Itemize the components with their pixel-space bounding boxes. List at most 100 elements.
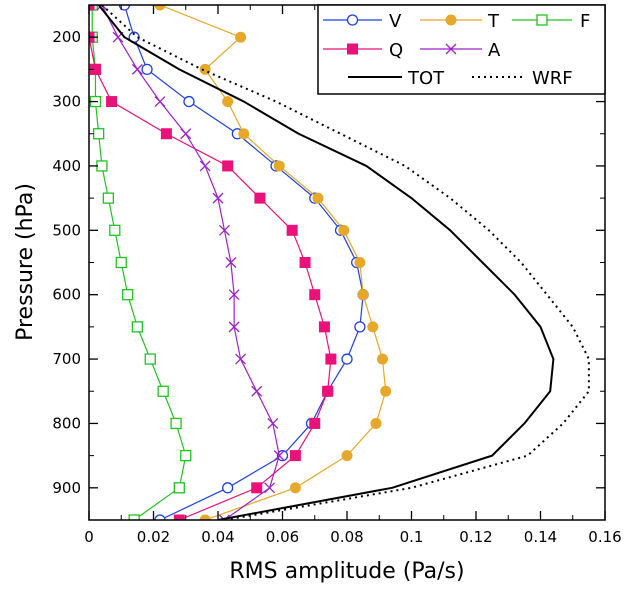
series-point-t xyxy=(235,31,247,43)
series-point-a xyxy=(218,514,230,520)
series-point-q xyxy=(309,417,321,429)
series-point-t xyxy=(238,128,250,140)
legend-label-wrf: WRF xyxy=(532,68,573,89)
series-point-q xyxy=(173,514,185,520)
series-point-v xyxy=(154,514,166,520)
series-point-a xyxy=(212,192,224,204)
series-point-t xyxy=(222,96,234,108)
series-point-a xyxy=(251,385,263,397)
series-point-v xyxy=(222,482,234,494)
series-point-t xyxy=(367,321,379,333)
y-tick-label: 200 xyxy=(52,28,81,46)
series-point-v xyxy=(276,449,289,462)
series-point-a xyxy=(235,353,247,365)
legend-marker-a xyxy=(445,43,457,55)
x-tick-label: 0.1 xyxy=(400,528,424,546)
legend-label-a: A xyxy=(488,40,501,61)
y-tick-label: 600 xyxy=(52,286,81,304)
x-tick-label: 0.02 xyxy=(137,528,170,546)
series-point-t xyxy=(376,353,388,365)
series-point-q xyxy=(286,224,298,236)
x-tick-label: 0.16 xyxy=(588,528,621,546)
series-tot xyxy=(97,5,555,520)
series-point-q xyxy=(309,289,321,301)
series-point-t xyxy=(312,192,324,204)
series-point-v xyxy=(118,5,131,11)
series-point-t xyxy=(370,417,382,429)
series-point-f xyxy=(173,482,185,494)
series-point-v xyxy=(183,95,195,108)
series-point-t xyxy=(354,257,366,268)
series-point-v xyxy=(341,353,353,365)
series-point-a xyxy=(131,63,143,75)
series-point-t xyxy=(289,482,301,494)
y-tick-label: 800 xyxy=(52,414,81,432)
series-point-v xyxy=(354,321,366,333)
series-point-q xyxy=(325,353,337,365)
series-point-a xyxy=(273,450,285,462)
legend-marker-q xyxy=(347,43,358,55)
series-point-a xyxy=(264,482,276,494)
series-point-f xyxy=(115,256,127,269)
series-point-t xyxy=(154,5,166,11)
series-point-a xyxy=(228,289,240,301)
series-point-f xyxy=(93,128,105,140)
legend-marker-f xyxy=(536,14,548,26)
series-point-f xyxy=(128,514,140,520)
series-point-t xyxy=(380,385,392,397)
y-tick-label: 400 xyxy=(52,157,81,175)
series-point-q xyxy=(254,192,266,204)
legend-label-v: V xyxy=(389,11,402,32)
series-v xyxy=(118,5,369,520)
series-point-t xyxy=(341,450,353,462)
x-axis-title: RMS amplitude (Pa/s) xyxy=(229,559,464,584)
x-tick-label: 0.06 xyxy=(266,528,299,546)
series-layer xyxy=(89,5,590,520)
legend-label-f: F xyxy=(580,11,590,32)
legend-item-t: T xyxy=(420,11,500,32)
series-point-q xyxy=(160,128,172,140)
series-point-a xyxy=(96,5,108,11)
series-point-f xyxy=(144,353,156,365)
legend-label-t: T xyxy=(487,11,500,32)
x-tick-label: 0.12 xyxy=(459,528,492,546)
series-point-q xyxy=(299,257,311,268)
y-tick-label: 300 xyxy=(52,93,81,111)
series-point-t xyxy=(338,224,350,236)
series-point-q xyxy=(289,450,301,462)
series-point-f xyxy=(131,321,144,333)
series-point-q xyxy=(322,385,334,397)
axis-layer: 0 0.02 0.04 0.06 0.08 0.1 0.12 0.14 0.16 200 300 40… xyxy=(52,5,622,546)
y-tick-label: 500 xyxy=(52,221,81,239)
series-point-a xyxy=(225,257,237,268)
series-point-a xyxy=(199,160,211,172)
series-point-v xyxy=(141,63,153,76)
series-point-q xyxy=(318,321,330,333)
series-line-tot xyxy=(97,5,555,520)
x-tick-label: 0.08 xyxy=(330,528,363,546)
series-point-q xyxy=(89,5,95,11)
series-point-q xyxy=(222,160,234,172)
legend-item-wrf: WRF xyxy=(472,68,573,89)
series-point-a xyxy=(228,321,240,333)
legend-item-a: A xyxy=(420,40,501,61)
series-point-t xyxy=(273,160,285,172)
legend-item-q: Q xyxy=(323,40,403,61)
y-tick-label: 700 xyxy=(52,350,81,368)
y-axis-title: Pressure (hPa) xyxy=(13,183,38,341)
series-point-f xyxy=(170,417,182,430)
legend-item-tot: TOT xyxy=(348,68,445,89)
series-point-f xyxy=(109,224,121,236)
series-point-f xyxy=(157,385,169,397)
legend-label-q: Q xyxy=(389,40,403,61)
legend: V T F Q A TOT WRF xyxy=(317,4,606,95)
series-a xyxy=(96,5,285,520)
legend-marker-v xyxy=(346,14,359,26)
series-point-t xyxy=(199,514,211,520)
legend-marker-t xyxy=(445,14,457,26)
series-point-f xyxy=(122,289,134,301)
legend-item-f: F xyxy=(512,11,590,32)
legend-label-tot: TOT xyxy=(407,68,445,89)
y-tick-label: 900 xyxy=(52,479,81,497)
